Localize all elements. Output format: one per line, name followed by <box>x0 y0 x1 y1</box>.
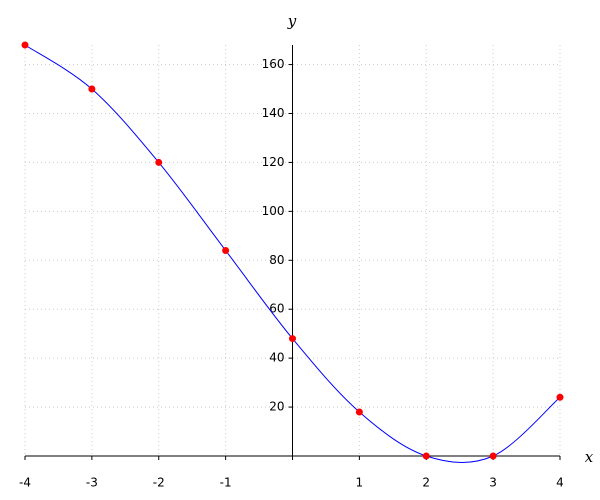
data-point <box>222 247 230 254</box>
x-tick-label: -4 <box>19 476 31 490</box>
data-point <box>155 158 163 166</box>
y-tick-label: 160 <box>262 57 285 71</box>
data-point <box>88 85 96 93</box>
data-point <box>489 452 497 460</box>
x-axis-label: x <box>585 448 594 466</box>
x-tick-label: 4 <box>556 476 564 490</box>
x-tick-label: 3 <box>489 476 497 490</box>
data-point <box>355 408 363 416</box>
x-tick-label: 1 <box>356 476 364 490</box>
data-point <box>422 452 430 460</box>
y-tick-label: 100 <box>262 204 285 218</box>
y-tick-label: 40 <box>269 351 284 365</box>
x-tick-label: 2 <box>422 476 430 490</box>
y-tick-label: 80 <box>269 253 284 267</box>
y-tick-label: 20 <box>269 400 284 414</box>
data-point <box>556 393 564 401</box>
data-point <box>289 335 296 343</box>
x-tick-label: -3 <box>86 476 98 490</box>
y-tick-label: 140 <box>262 106 285 120</box>
data-point <box>21 41 29 49</box>
x-tick-label: -2 <box>153 476 165 490</box>
y-tick-label: 60 <box>269 302 284 316</box>
x-tick-label: -1 <box>220 476 232 490</box>
y-axis-label: y <box>287 12 297 30</box>
y-tick-label: 120 <box>262 155 285 169</box>
